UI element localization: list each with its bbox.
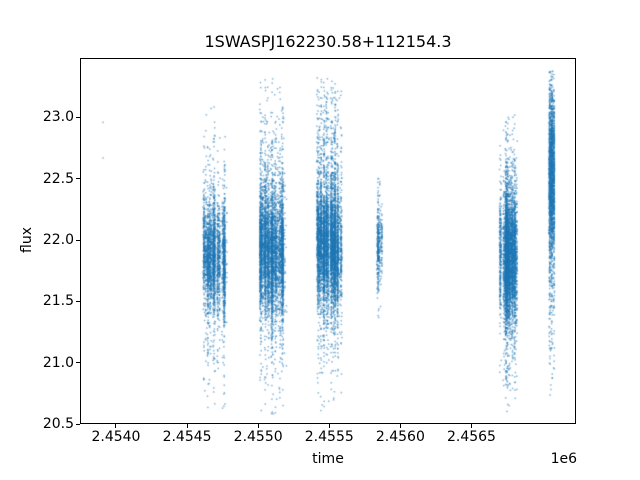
x-tick-label: 2.4555: [304, 429, 354, 445]
x-tick-mark: [328, 424, 330, 428]
plot-title: 1SWASPJ162230.58+112154.3: [204, 32, 452, 51]
x-tick-label: 2.4545: [162, 429, 212, 445]
y-tick-mark: [76, 423, 80, 425]
x-tick-mark: [115, 424, 117, 428]
x-tick-mark: [186, 424, 188, 428]
x-tick-label: 2.4565: [446, 429, 496, 445]
y-tick-label: 23.0: [42, 109, 74, 126]
x-tick-label: 2.4540: [91, 429, 141, 445]
x-axis-offset-label: 1e6: [550, 451, 577, 467]
y-tick-label: 21.0: [42, 354, 74, 371]
y-tick-mark: [76, 362, 80, 364]
y-tick-label: 22.5: [42, 170, 74, 187]
x-tick-mark: [257, 424, 259, 428]
y-tick-label: 20.5: [42, 416, 74, 432]
x-axis-label: time: [312, 451, 344, 467]
y-tick-mark: [76, 116, 80, 118]
y-tick-label: 22.0: [42, 232, 74, 249]
y-tick-mark: [76, 178, 80, 180]
y-tick-label: 21.5: [42, 293, 74, 310]
x-tick-label: 2.4560: [375, 429, 425, 445]
x-tick-mark: [470, 424, 472, 428]
x-tick-mark: [399, 424, 401, 428]
y-tick-mark: [76, 239, 80, 241]
y-tick-mark: [76, 300, 80, 302]
plot-frame: [80, 58, 576, 424]
x-tick-label: 2.4550: [233, 429, 283, 445]
